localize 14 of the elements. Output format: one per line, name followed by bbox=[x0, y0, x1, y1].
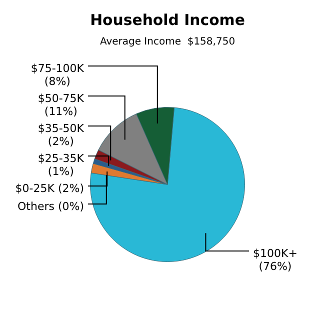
data-label: (76%) bbox=[258, 260, 292, 273]
data-label: (11%) bbox=[44, 105, 78, 118]
category-label: Others (0%) bbox=[18, 200, 84, 213]
slice-label: $100K+ bbox=[252, 247, 298, 260]
chart-subtitle: Average Income $158,750 bbox=[100, 36, 236, 48]
slice-label: $0-25K (2%) bbox=[15, 182, 84, 195]
slice-label: $25-35K bbox=[38, 152, 85, 165]
slice-label: $35-50K bbox=[38, 122, 85, 135]
data-label: (2%) bbox=[48, 135, 74, 148]
data-label: (8%) bbox=[44, 75, 70, 88]
slice-label: $50-75K bbox=[38, 92, 85, 105]
chart-title: Household Income bbox=[90, 10, 245, 29]
slice-label: $75-100K bbox=[30, 62, 85, 75]
data-label: (1%) bbox=[48, 165, 74, 178]
